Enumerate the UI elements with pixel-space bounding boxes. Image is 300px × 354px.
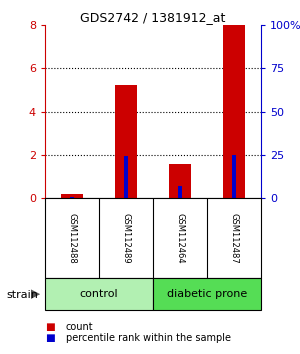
Polygon shape — [31, 289, 40, 299]
Text: GSM112489: GSM112489 — [122, 213, 130, 263]
Bar — [61, 194, 83, 198]
Text: percentile rank within the sample: percentile rank within the sample — [66, 333, 231, 343]
Text: ■: ■ — [45, 333, 55, 343]
Text: control: control — [80, 289, 118, 299]
Title: GDS2742 / 1381912_at: GDS2742 / 1381912_at — [80, 11, 226, 24]
Text: GSM112488: GSM112488 — [68, 213, 76, 263]
Text: GSM112487: GSM112487 — [230, 213, 238, 263]
Text: GSM112464: GSM112464 — [176, 213, 184, 263]
Bar — [70, 197, 74, 198]
Bar — [124, 156, 128, 198]
Bar — [115, 85, 137, 198]
Text: count: count — [66, 322, 94, 332]
Bar — [169, 164, 191, 198]
Bar — [232, 155, 236, 198]
FancyBboxPatch shape — [45, 278, 153, 310]
FancyBboxPatch shape — [153, 278, 261, 310]
Text: diabetic prone: diabetic prone — [167, 289, 247, 299]
Bar — [178, 186, 182, 198]
Text: strain: strain — [6, 290, 38, 299]
FancyBboxPatch shape — [45, 198, 261, 278]
Text: ■: ■ — [45, 322, 55, 332]
Bar — [223, 25, 245, 198]
